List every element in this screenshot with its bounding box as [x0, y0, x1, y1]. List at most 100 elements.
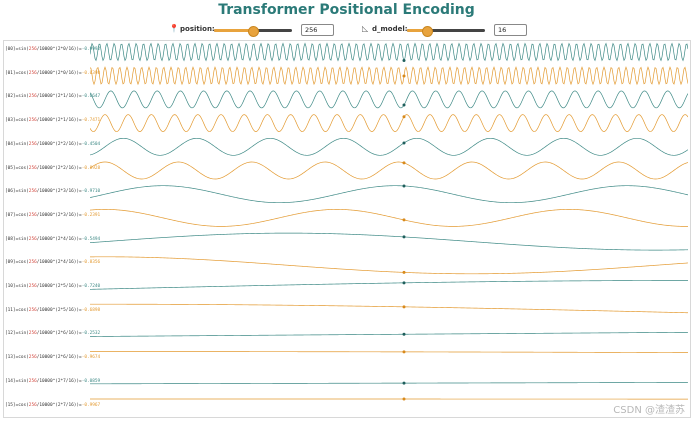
row-exponent: /10000^(2*7/16))= — [36, 378, 82, 384]
row-index-fn: [00]=sin( — [5, 47, 29, 52]
d-model-slider[interactable] — [407, 26, 485, 37]
row-label: [07]=cos(256/10000^(2*3/16))=-0.2391 — [5, 213, 100, 218]
row-index-fn: [10]=sin( — [5, 284, 29, 289]
pin-icon: 📍 — [169, 24, 179, 33]
row-exponent: /10000^(2*3/16))= — [36, 212, 82, 218]
wave-sin-10 — [90, 280, 688, 290]
position-marker — [402, 270, 406, 274]
position-slider-fill — [214, 29, 253, 32]
row-label: [05]=cos(256/10000^(2*2/16))=-0.8928 — [5, 166, 100, 171]
position-slider-handle[interactable] — [248, 26, 259, 37]
d-model-label: d_model: — [372, 25, 408, 33]
row-label: [14]=sin(256/10000^(2*7/16))=-0.0859 — [5, 379, 100, 384]
row-value: -0.9967 — [81, 402, 101, 408]
position-slider[interactable] — [214, 26, 292, 37]
row-value: -0.8928 — [81, 165, 101, 171]
row-exponent: /10000^(2*1/16))= — [36, 94, 82, 100]
row-position: 256 — [28, 165, 37, 171]
row-position: 256 — [28, 402, 37, 408]
row-label: [09]=cos(256/10000^(2*4/16))=-0.8356 — [5, 260, 100, 265]
row-value: -0.5494 — [81, 236, 101, 242]
row-value: -0.6898 — [81, 307, 101, 313]
row-value: -0.7240 — [81, 284, 101, 289]
row-index-fn: [01]=cos( — [5, 70, 29, 76]
row-position: 256 — [28, 94, 37, 100]
row-label: [10]=sin(256/10000^(2*5/16))=-0.7240 — [5, 284, 100, 289]
d-model-slider-fill — [407, 29, 427, 32]
row-exponent: /10000^(2*1/16))= — [36, 118, 82, 124]
row-value: -0.2532 — [81, 331, 101, 337]
d-model-slider-handle[interactable] — [421, 26, 433, 37]
row-index-fn: [12]=sin( — [5, 331, 29, 337]
row-position: 256 — [28, 307, 37, 313]
position-marker — [402, 161, 406, 165]
position-marker — [402, 397, 406, 401]
row-index-fn: [06]=sin( — [5, 189, 29, 195]
wave-cos-11 — [90, 303, 688, 314]
row-value: -0.7471 — [81, 118, 101, 124]
encoding-panel — [3, 40, 691, 418]
wave-sin-14 — [90, 382, 688, 385]
row-exponent: /10000^(2*3/16))= — [36, 189, 82, 195]
wave-cos-7 — [90, 209, 688, 227]
row-label: [12]=sin(256/10000^(2*6/16))=-0.2532 — [5, 331, 100, 336]
row-index-fn: [03]=cos( — [5, 118, 29, 124]
row-exponent: /10000^(2*6/16))= — [36, 355, 82, 361]
row-label: [13]=cos(256/10000^(2*6/16))=-0.9674 — [5, 355, 100, 360]
page-title: Transformer Positional Encoding — [218, 2, 475, 18]
watermark: CSDN @渣渣苏 — [613, 405, 685, 416]
row-position: 256 — [28, 331, 37, 337]
position-marker — [402, 381, 406, 385]
row-label: [15]=cos(256/10000^(2*7/16))=-0.9967 — [5, 403, 100, 408]
position-marker — [402, 305, 406, 309]
row-value: -0.4504 — [81, 141, 101, 147]
row-index-fn: [14]=sin( — [5, 378, 29, 384]
row-value: -0.9674 — [81, 355, 101, 361]
row-exponent: /10000^(2*2/16))= — [36, 165, 82, 171]
row-exponent: /10000^(2*5/16))= — [36, 307, 82, 313]
row-exponent: /10000^(2*2/16))= — [36, 141, 82, 147]
position-marker — [402, 103, 406, 107]
position-input[interactable]: 256 — [301, 24, 334, 36]
row-position: 256 — [28, 118, 37, 124]
row-label: [02]=sin(256/10000^(2*1/16))=-0.6647 — [5, 94, 100, 99]
wave-cos-3 — [90, 114, 688, 132]
row-position: 256 — [28, 236, 37, 242]
row-index-fn: [04]=sin( — [5, 141, 29, 147]
wave-sin-0 — [90, 42, 688, 62]
waveform-plot — [90, 42, 688, 401]
wave-sin-2 — [90, 90, 688, 109]
row-index-fn: [08]=sin( — [5, 236, 29, 242]
position-marker — [402, 281, 406, 285]
row-index-fn: [13]=cos( — [5, 355, 29, 361]
row-index-fn: [11]=cos( — [5, 307, 29, 313]
position-marker — [402, 58, 406, 62]
row-position: 256 — [28, 141, 37, 147]
row-index-fn: [02]=sin( — [5, 94, 29, 100]
d-model-input[interactable]: 16 — [494, 24, 527, 36]
row-position: 256 — [28, 355, 37, 361]
row-exponent: /10000^(2*4/16))= — [36, 236, 82, 242]
row-position: 256 — [28, 189, 37, 195]
row-label: [08]=sin(256/10000^(2*4/16))=-0.5494 — [5, 237, 100, 242]
position-marker — [402, 332, 406, 336]
chart-icon: ◺ — [362, 24, 369, 33]
controls-bar: 📍 position: 256 ◺ d_model: 16 — [0, 22, 693, 38]
row-index-fn: [09]=cos( — [5, 260, 29, 266]
position-marker — [402, 350, 406, 354]
row-label: [03]=cos(256/10000^(2*1/16))=-0.7471 — [5, 118, 100, 123]
row-exponent: /10000^(2*4/16))= — [36, 260, 82, 266]
row-exponent: /10000^(2*5/16))= — [36, 284, 82, 289]
row-position: 256 — [28, 212, 37, 218]
position-label: position: — [180, 25, 215, 33]
row-label: [00]=sin(256/10000^(2*0/16))=-0.9992 — [5, 47, 100, 52]
row-value: -0.9710 — [81, 189, 101, 195]
position-marker — [402, 115, 406, 119]
row-label: [01]=cos(256/10000^(2*0/16))=-0.0398 — [5, 71, 100, 76]
position-marker — [402, 184, 406, 188]
row-exponent: /10000^(2*6/16))= — [36, 331, 82, 337]
wave-cos-9 — [90, 256, 688, 275]
wave-cos-13 — [90, 351, 688, 353]
row-position: 256 — [28, 284, 37, 289]
row-value: -0.6647 — [81, 94, 101, 100]
